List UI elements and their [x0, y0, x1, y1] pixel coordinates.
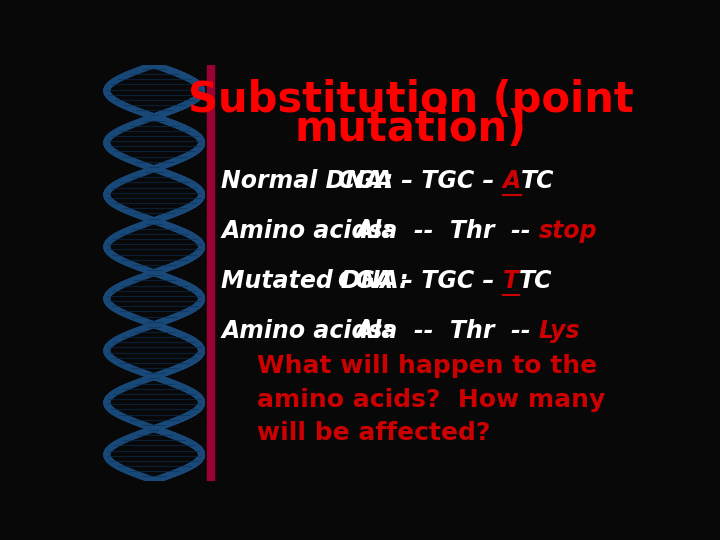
- Text: CGA – TGC –: CGA – TGC –: [338, 269, 503, 293]
- Bar: [207, 65, 214, 481]
- Text: TC: TC: [521, 169, 554, 193]
- Text: Normal DNA:: Normal DNA:: [221, 169, 393, 193]
- Text: What will happen to the
amino acids?  How many
will be affected?: What will happen to the amino acids? How…: [258, 354, 606, 445]
- Text: T: T: [503, 269, 519, 293]
- Text: Substitution (point: Substitution (point: [188, 79, 634, 121]
- Text: Ala  --  Thr  --: Ala -- Thr --: [355, 219, 539, 243]
- Text: stop: stop: [539, 219, 598, 243]
- Text: Lys: Lys: [539, 319, 580, 343]
- Text: mutation): mutation): [294, 108, 527, 150]
- Text: Mutated DNA:: Mutated DNA:: [221, 269, 409, 293]
- Text: TC: TC: [519, 269, 552, 293]
- Text: Ala  --  Thr  --: Ala -- Thr --: [355, 319, 539, 343]
- Text: Amino acids:: Amino acids:: [221, 219, 392, 243]
- Text: CGA – TGC –: CGA – TGC –: [338, 169, 503, 193]
- Text: A: A: [503, 169, 521, 193]
- Text: Amino acids:: Amino acids:: [221, 319, 392, 343]
